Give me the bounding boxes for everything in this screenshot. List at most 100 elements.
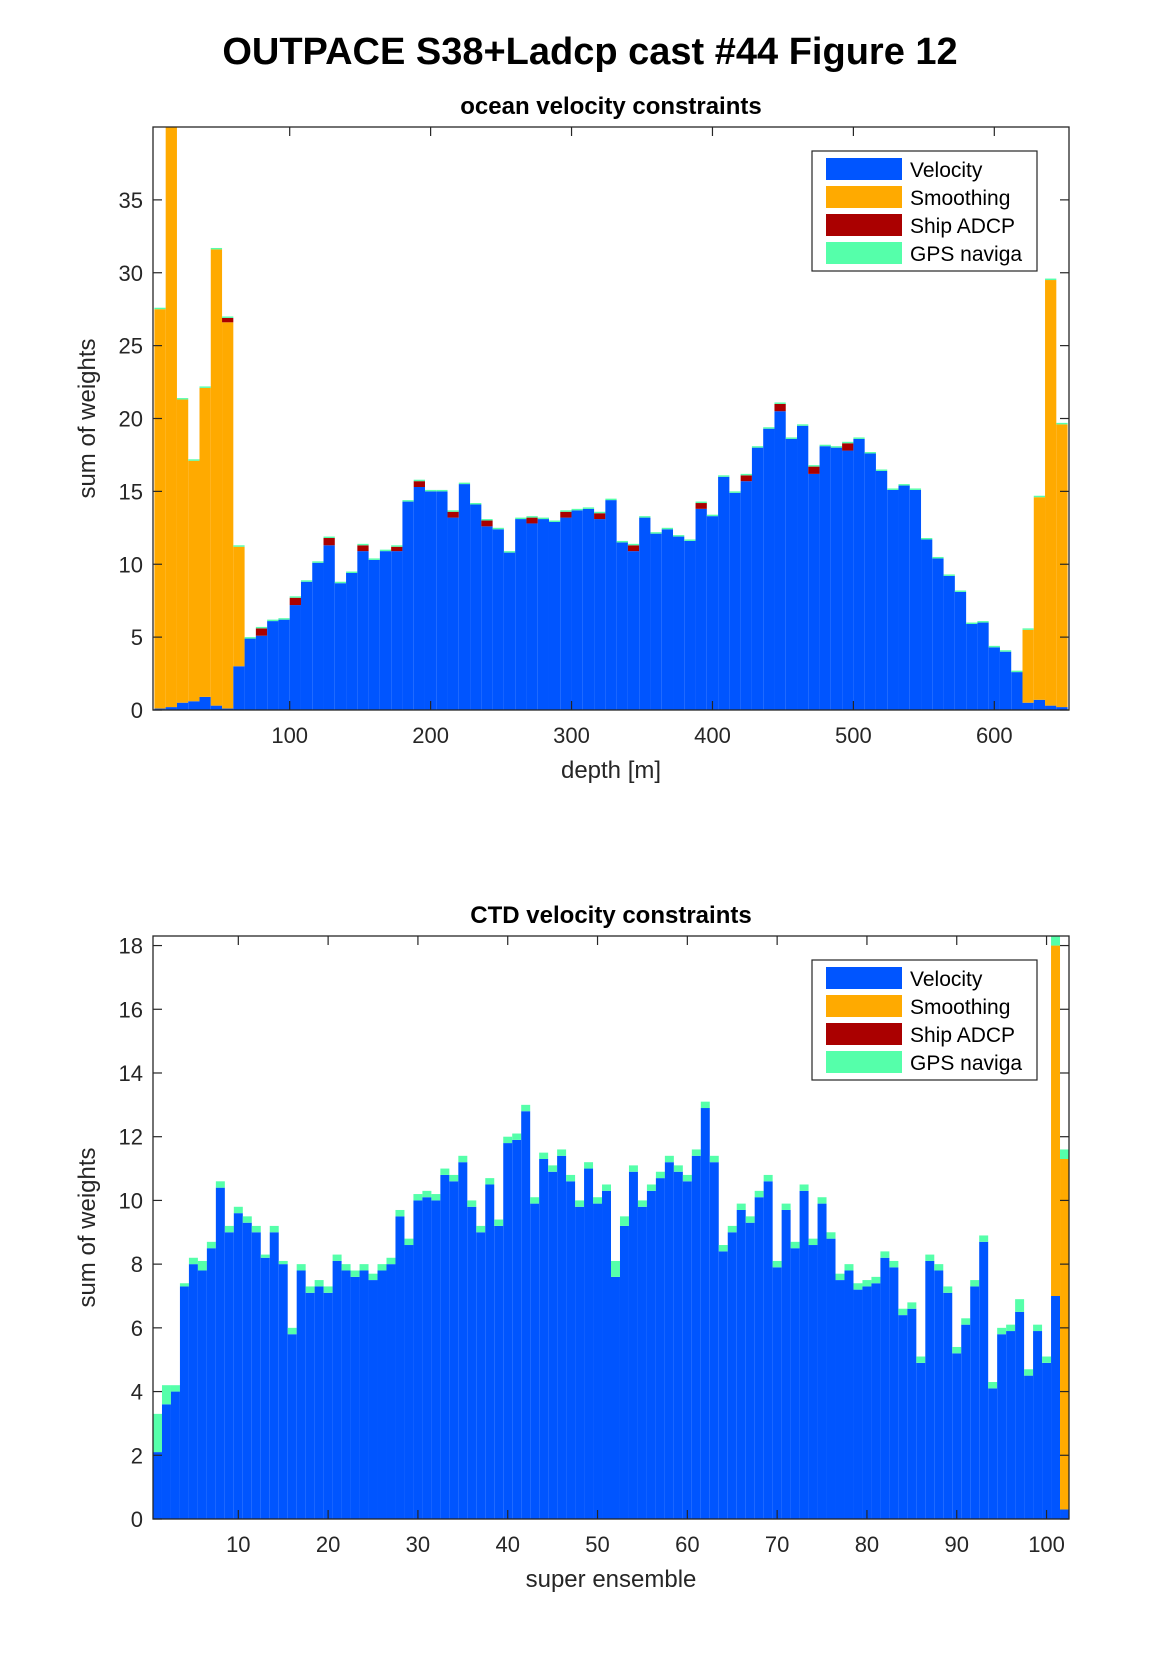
bar-gps-naviga bbox=[729, 491, 741, 493]
bar-gps-naviga bbox=[557, 1149, 567, 1156]
bar-velocity bbox=[664, 1162, 674, 1519]
bar-gps-naviga bbox=[684, 539, 696, 541]
bar-velocity bbox=[709, 1162, 719, 1519]
y-tick-label: 0 bbox=[131, 1507, 143, 1532]
bar-gps-naviga bbox=[1045, 278, 1057, 281]
bar-velocity bbox=[515, 519, 527, 710]
bar-gps-naviga bbox=[646, 1184, 656, 1191]
bar-gps-naviga bbox=[909, 488, 922, 490]
panel-title: CTD velocity constraints bbox=[470, 902, 751, 929]
bar-gps-naviga bbox=[842, 441, 854, 444]
bar-velocity bbox=[817, 1203, 827, 1519]
ocean-velocity-panel: 0 5 10 15 20 25 30 35 100 200 300 400 500 600 ocean ve… bbox=[74, 93, 1070, 784]
bar-velocity bbox=[357, 551, 369, 710]
bar-gps-naviga bbox=[332, 1254, 342, 1261]
bar-gps-naviga bbox=[404, 1238, 414, 1246]
bar-velocity bbox=[952, 1353, 962, 1519]
bar-velocity bbox=[594, 519, 606, 710]
bar-gps-naviga bbox=[188, 1257, 198, 1265]
bar-gps-naviga bbox=[1006, 1324, 1016, 1332]
bar-velocity bbox=[898, 485, 910, 710]
bar-gps-naviga bbox=[233, 545, 245, 547]
bar-velocity bbox=[222, 708, 234, 710]
bar-velocity bbox=[921, 539, 933, 710]
bar-gps-naviga bbox=[727, 1225, 737, 1233]
bar-gps-naviga bbox=[440, 1168, 450, 1175]
bar-ship-adcp bbox=[357, 545, 369, 552]
x-tick-label: 500 bbox=[835, 723, 872, 748]
bar-gps-naviga bbox=[1024, 1369, 1034, 1376]
y-tick-label: 4 bbox=[131, 1380, 143, 1405]
legend-label: Smoothing bbox=[910, 996, 1010, 1019]
bar-smoothing bbox=[154, 309, 166, 709]
bar-gps-naviga bbox=[476, 1225, 486, 1233]
bar-ship-adcp bbox=[695, 503, 707, 509]
bar-gps-naviga bbox=[267, 619, 279, 622]
bar-velocity bbox=[781, 1209, 791, 1519]
legend-label: GPS naviga bbox=[910, 1052, 1022, 1075]
bar-gps-naviga bbox=[242, 1216, 252, 1223]
bar-velocity bbox=[593, 1203, 603, 1519]
bar-gps-naviga bbox=[774, 402, 786, 404]
bar-gps-naviga bbox=[772, 1260, 782, 1268]
bar-gps-naviga bbox=[467, 1200, 477, 1207]
bar-gps-naviga bbox=[943, 574, 955, 576]
bar-smoothing bbox=[210, 249, 223, 706]
bar-velocity bbox=[287, 1334, 297, 1519]
bar-gps-naviga bbox=[616, 540, 628, 543]
bar-gps-naviga bbox=[537, 517, 549, 520]
bar-velocity bbox=[492, 529, 504, 710]
bar-velocity bbox=[467, 1206, 477, 1519]
bar-gps-naviga bbox=[637, 1200, 647, 1207]
bar-smoothing bbox=[1056, 424, 1068, 708]
bar-gps-naviga bbox=[548, 1165, 558, 1172]
bar-velocity bbox=[269, 1232, 279, 1519]
bar-gps-naviga bbox=[605, 498, 617, 501]
bar-velocity bbox=[1033, 1331, 1043, 1519]
bar-velocity bbox=[673, 536, 685, 710]
bar-velocity bbox=[323, 545, 335, 710]
bar-smoothing bbox=[1045, 280, 1057, 706]
y-axis-label: sum of weights bbox=[74, 338, 101, 498]
bar-velocity bbox=[255, 635, 268, 710]
bar-gps-naviga bbox=[548, 520, 561, 522]
bar-velocity bbox=[481, 526, 493, 710]
bar-smoothing bbox=[176, 399, 189, 703]
bar-gps-naviga bbox=[799, 1184, 809, 1191]
bar-velocity bbox=[404, 1245, 414, 1519]
bar-gps-naviga bbox=[296, 1264, 306, 1271]
bar-gps-naviga bbox=[312, 561, 324, 563]
bar-gps-naviga bbox=[594, 511, 606, 514]
bar-velocity bbox=[880, 1257, 890, 1519]
bar-velocity bbox=[153, 1452, 162, 1519]
bar-gps-naviga bbox=[819, 444, 831, 447]
y-tick-label: 10 bbox=[119, 1188, 143, 1213]
bar-gps-naviga bbox=[751, 446, 764, 448]
bar-gps-naviga bbox=[875, 469, 888, 471]
bar-gps-naviga bbox=[314, 1280, 324, 1287]
bar-group bbox=[153, 936, 1069, 1519]
bar-gps-naviga bbox=[560, 510, 572, 512]
bar-gps-naviga bbox=[655, 1171, 665, 1179]
bar-gps-naviga bbox=[639, 516, 651, 518]
bar-gps-naviga bbox=[1015, 1299, 1025, 1312]
bar-velocity bbox=[512, 1139, 522, 1519]
bar-gps-naviga bbox=[1033, 495, 1046, 498]
legend-label: Smoothing bbox=[910, 187, 1010, 210]
y-tick-label: 6 bbox=[131, 1316, 143, 1341]
bar-gps-naviga bbox=[664, 1155, 674, 1163]
bar-velocity bbox=[684, 540, 696, 710]
bar-velocity bbox=[853, 438, 865, 710]
bar-gps-naviga bbox=[300, 580, 313, 582]
bar-velocity bbox=[233, 666, 245, 710]
bar-velocity bbox=[179, 1286, 189, 1519]
bar-velocity bbox=[161, 1404, 171, 1519]
bar-gps-naviga bbox=[278, 1260, 288, 1265]
bar-velocity bbox=[819, 446, 831, 710]
legend: Velocity Smoothing Ship ADCP GPS naviga bbox=[811, 150, 1038, 272]
bar-velocity bbox=[718, 1251, 728, 1519]
bar-velocity bbox=[199, 696, 211, 710]
bar-gps-naviga bbox=[627, 543, 640, 546]
legend-label: Ship ADCP bbox=[910, 215, 1015, 238]
legend-swatch-smoothing bbox=[826, 186, 902, 208]
